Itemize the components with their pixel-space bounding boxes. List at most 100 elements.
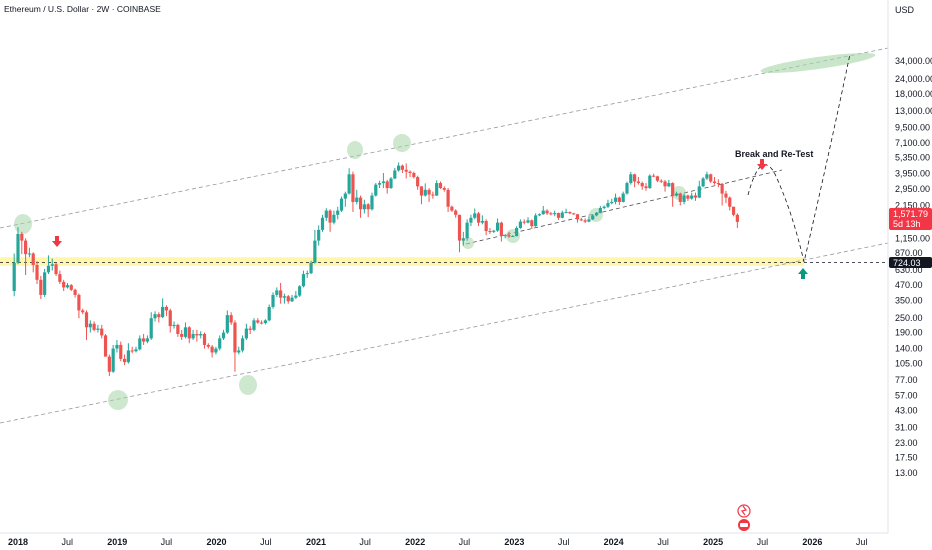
candle-body-190 xyxy=(735,214,739,222)
candle-body-166 xyxy=(644,186,648,189)
candle-body-9 xyxy=(46,265,51,273)
candle-body-143 xyxy=(556,213,561,218)
candle-body-140 xyxy=(545,210,549,214)
candle-body-144 xyxy=(560,212,564,218)
candle-body-90 xyxy=(355,197,359,202)
candle-body-91 xyxy=(358,197,363,210)
candle-body-130 xyxy=(507,235,511,237)
candle-body-65 xyxy=(259,322,264,324)
touch-point-2 xyxy=(108,390,128,410)
candle-body-116 xyxy=(454,210,458,215)
candle-body-148 xyxy=(575,214,580,220)
price-axis-ticks[interactable]: 34,000.00 24,000.00 18,000.00 13,000.00 9,50… xyxy=(895,56,932,478)
candle-body-19 xyxy=(84,312,89,328)
channel-layer xyxy=(0,47,889,424)
candle-body-154 xyxy=(598,207,602,213)
candle-body-34 xyxy=(142,338,146,342)
event-flash-bolt-icon xyxy=(740,505,748,516)
candle-body-107 xyxy=(419,186,424,196)
candle-body-89 xyxy=(351,174,355,202)
candle-body-33 xyxy=(138,338,142,350)
candle-body-99 xyxy=(389,178,393,189)
y-tick-label: 13,000.00 xyxy=(895,106,932,116)
candle-body-18 xyxy=(81,310,85,313)
projection-layer xyxy=(52,53,851,279)
candle-body-125 xyxy=(488,231,492,233)
x-tick-label: 2024 xyxy=(604,537,624,547)
candle-body-121 xyxy=(473,213,477,218)
x-tick-label: 2023 xyxy=(504,537,524,547)
candle-body-77 xyxy=(305,273,309,275)
candle-body-75 xyxy=(298,286,302,296)
candle-body-126 xyxy=(492,230,496,232)
candle-body-103 xyxy=(404,169,408,172)
event-icons[interactable] xyxy=(737,504,751,531)
candle-body-72 xyxy=(286,296,290,302)
candle-body-153 xyxy=(594,212,599,216)
y-tick-label: 13.00 xyxy=(895,468,918,478)
y-tick-label: 24,000.00 xyxy=(895,74,932,84)
candle-body-74 xyxy=(294,295,298,298)
candles-layer xyxy=(12,162,739,376)
candle-body-54 xyxy=(218,338,222,349)
candle-body-59 xyxy=(237,350,241,353)
channel-lower-line xyxy=(0,242,889,424)
candle-body-78 xyxy=(309,262,313,274)
candle-body-93 xyxy=(366,204,370,210)
support-level-badge: 724.03 xyxy=(889,257,932,268)
candle-body-88 xyxy=(347,174,351,194)
candle-body-119 xyxy=(465,222,469,239)
candle-body-47 xyxy=(191,333,195,339)
candle-body-52 xyxy=(210,346,214,353)
candle-body-97 xyxy=(381,181,385,184)
candle-body-149 xyxy=(579,219,583,221)
candle-body-105 xyxy=(412,172,416,178)
currency-label[interactable]: USD xyxy=(895,5,915,15)
candle-body-62 xyxy=(248,328,252,330)
candle-body-41 xyxy=(168,310,172,327)
candle-body-147 xyxy=(572,213,576,215)
candle-body-85 xyxy=(336,210,340,215)
candle-body-117 xyxy=(457,214,462,241)
candle-body-70 xyxy=(279,290,283,298)
countdown-label: 5d 13h xyxy=(893,219,921,229)
candle-body-8 xyxy=(43,272,47,295)
candle-body-53 xyxy=(214,348,218,353)
candle-body-26 xyxy=(111,348,115,372)
candle-body-169 xyxy=(655,176,660,181)
target-zone xyxy=(760,52,876,74)
support-zone xyxy=(0,257,804,266)
x-tick-label: Jul xyxy=(757,537,769,547)
candle-body-112 xyxy=(438,183,443,189)
x-tick-label: Jul xyxy=(61,537,73,547)
candle-body-80 xyxy=(317,229,321,241)
candle-body-5 xyxy=(31,253,35,266)
candle-body-43 xyxy=(176,324,180,334)
candle-body-157 xyxy=(610,201,614,204)
candle-body-170 xyxy=(659,180,663,182)
candle-body-120 xyxy=(469,217,473,223)
y-tick-label: 190.00 xyxy=(895,328,923,338)
candle-body-185 xyxy=(716,183,720,185)
time-axis-ticks[interactable]: 2018 Jul 2019 Jul 2020 Jul 2021 Jul 2022 Jul 2023 J… xyxy=(8,537,867,547)
x-tick-label: Jul xyxy=(260,537,272,547)
y-tick-label: 2,150.00 xyxy=(895,200,930,210)
x-tick-label: Jul xyxy=(161,537,173,547)
x-tick-label: 2018 xyxy=(8,537,28,547)
x-tick-label: Jul xyxy=(558,537,570,547)
candle-body-109 xyxy=(427,189,431,195)
candle-body-134 xyxy=(522,221,526,223)
candle-body-69 xyxy=(275,290,279,295)
y-tick-label: 17.50 xyxy=(895,452,918,462)
candle-body-181 xyxy=(701,178,705,187)
candle-body-16 xyxy=(73,289,77,295)
candle-body-10 xyxy=(50,264,54,266)
current-price-label: 1,571.79 xyxy=(893,209,928,219)
candle-body-31 xyxy=(130,350,134,352)
y-tick-label: 31.00 xyxy=(895,423,918,433)
candle-body-36 xyxy=(149,318,153,339)
candle-body-122 xyxy=(476,213,481,223)
candle-body-21 xyxy=(92,323,96,330)
candle-body-30 xyxy=(126,350,130,363)
